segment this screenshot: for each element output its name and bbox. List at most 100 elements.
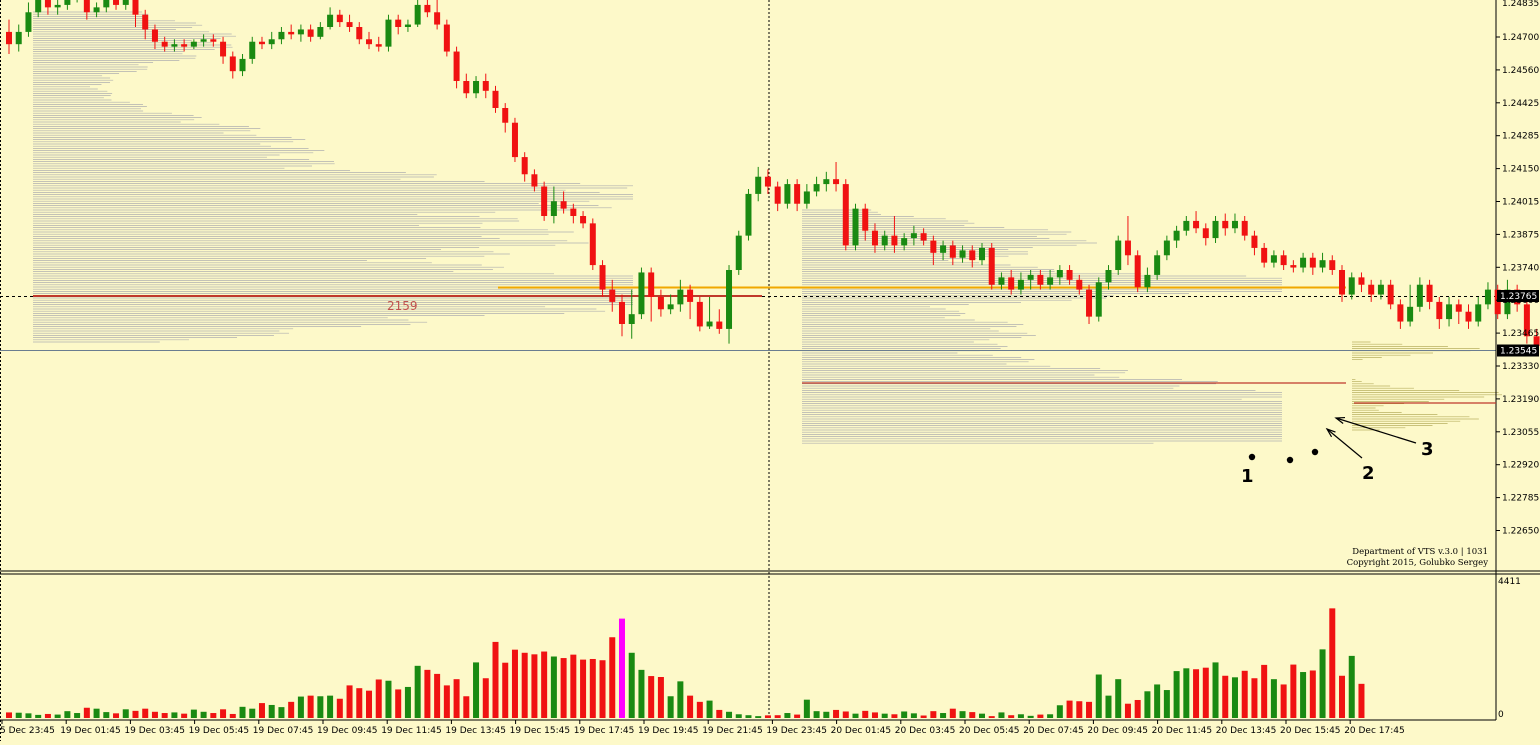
candle-body	[83, 0, 90, 13]
candle-body	[1222, 220, 1229, 229]
volume-bar	[1358, 683, 1365, 718]
candle-body	[745, 193, 752, 236]
candle-body	[716, 321, 723, 329]
candle-body	[346, 22, 353, 27]
candle-body	[764, 176, 771, 187]
candle-body	[103, 0, 110, 8]
candle-body	[628, 314, 635, 324]
candle-body	[142, 14, 149, 30]
volume-bar	[64, 711, 71, 718]
candle-body	[1416, 284, 1423, 307]
volume-bar	[1154, 684, 1161, 718]
annotation-arrow-3	[1335, 417, 1417, 444]
volume-bar	[901, 711, 908, 718]
candle-body	[93, 7, 100, 13]
candle-body	[560, 201, 567, 209]
volume-bar	[1163, 690, 1170, 718]
candle-body	[1212, 220, 1219, 239]
volume-bar	[1173, 671, 1180, 718]
candle-body	[794, 184, 801, 204]
watermark-line-1: Department of VTS v.3.0 | 1031	[1352, 547, 1488, 557]
candle-body	[1397, 304, 1404, 322]
candle-body	[735, 235, 742, 270]
candle-body	[1027, 274, 1034, 280]
candle-body	[891, 235, 898, 246]
volume-bar	[35, 714, 42, 718]
price-tick-label: 1.24285	[1502, 132, 1539, 142]
volume-bar	[1017, 714, 1024, 718]
candle-body	[550, 201, 557, 216]
volume-bar	[346, 685, 353, 718]
volume-bar	[696, 701, 703, 718]
candle-body	[1329, 260, 1336, 270]
candle-body	[434, 12, 441, 25]
candle-body	[1144, 274, 1151, 288]
candle-body	[132, 0, 139, 15]
volume-bar	[920, 715, 927, 718]
volume-bar	[570, 654, 577, 718]
volume-bar	[473, 662, 480, 718]
volume-bar	[1212, 662, 1219, 718]
volume-bar	[200, 711, 207, 718]
volume-bar	[1183, 668, 1190, 718]
time-tick-label: 5 Dec 23:45	[0, 726, 55, 736]
time-tick-label: 19 Dec 09:45	[317, 726, 378, 736]
candle-body	[833, 179, 840, 185]
volume-bar	[1086, 701, 1093, 718]
candle-body	[482, 81, 489, 91]
candle-body	[1115, 240, 1122, 270]
candle-body	[609, 289, 616, 302]
volume-bar	[327, 695, 334, 718]
candle-body	[453, 51, 460, 81]
annotation-arrow-3-head	[1334, 416, 1346, 424]
volume-bar	[833, 709, 840, 718]
volume-bar	[726, 711, 733, 718]
volume-bar	[161, 713, 168, 718]
candle-body	[696, 301, 703, 327]
time-tick-label: 20 Dec 13:45	[1216, 726, 1277, 736]
candle-body	[920, 233, 927, 241]
candle-body	[424, 4, 431, 13]
volume-bar	[560, 658, 567, 718]
volume-bar	[550, 656, 557, 718]
volume-bar	[1300, 672, 1307, 718]
annotations: 1 2 3	[1241, 416, 1434, 487]
volume-bar	[1222, 675, 1229, 718]
volume-bar	[755, 716, 762, 718]
candle-body	[979, 247, 985, 261]
volume-bar	[181, 713, 188, 718]
candle-body	[356, 27, 363, 40]
volume-bar	[687, 695, 694, 718]
candle-body	[249, 41, 256, 59]
volume-bar	[794, 714, 801, 718]
candle-body	[1475, 304, 1482, 322]
time-tick-label: 19 Dec 17:45	[574, 726, 635, 736]
annotation-label: 1	[1241, 466, 1254, 487]
candle-body	[502, 108, 509, 123]
time-tick-label: 20 Dec 07:45	[1023, 726, 1084, 736]
candle-body	[667, 304, 674, 310]
candle-body	[210, 39, 217, 42]
volume-bar	[171, 712, 178, 718]
candle-body	[1533, 336, 1540, 347]
time-tick-label: 20 Dec 15:45	[1280, 726, 1341, 736]
candle-body	[930, 240, 937, 253]
volume-bar	[1066, 700, 1073, 718]
candle-body	[940, 245, 947, 253]
candle-body	[531, 174, 538, 187]
volume-bar	[1134, 699, 1141, 718]
volume-bar	[871, 712, 878, 718]
candle-body	[842, 184, 849, 246]
candle-body	[589, 223, 596, 266]
candle-body	[317, 27, 324, 37]
candle-body	[949, 245, 956, 258]
time-tick-label: 19 Dec 11:45	[381, 726, 442, 736]
candle-body	[881, 235, 888, 246]
price-tick-label: 1.24560	[1502, 66, 1539, 76]
candle-body	[1407, 306, 1414, 322]
candle-body	[268, 39, 275, 45]
